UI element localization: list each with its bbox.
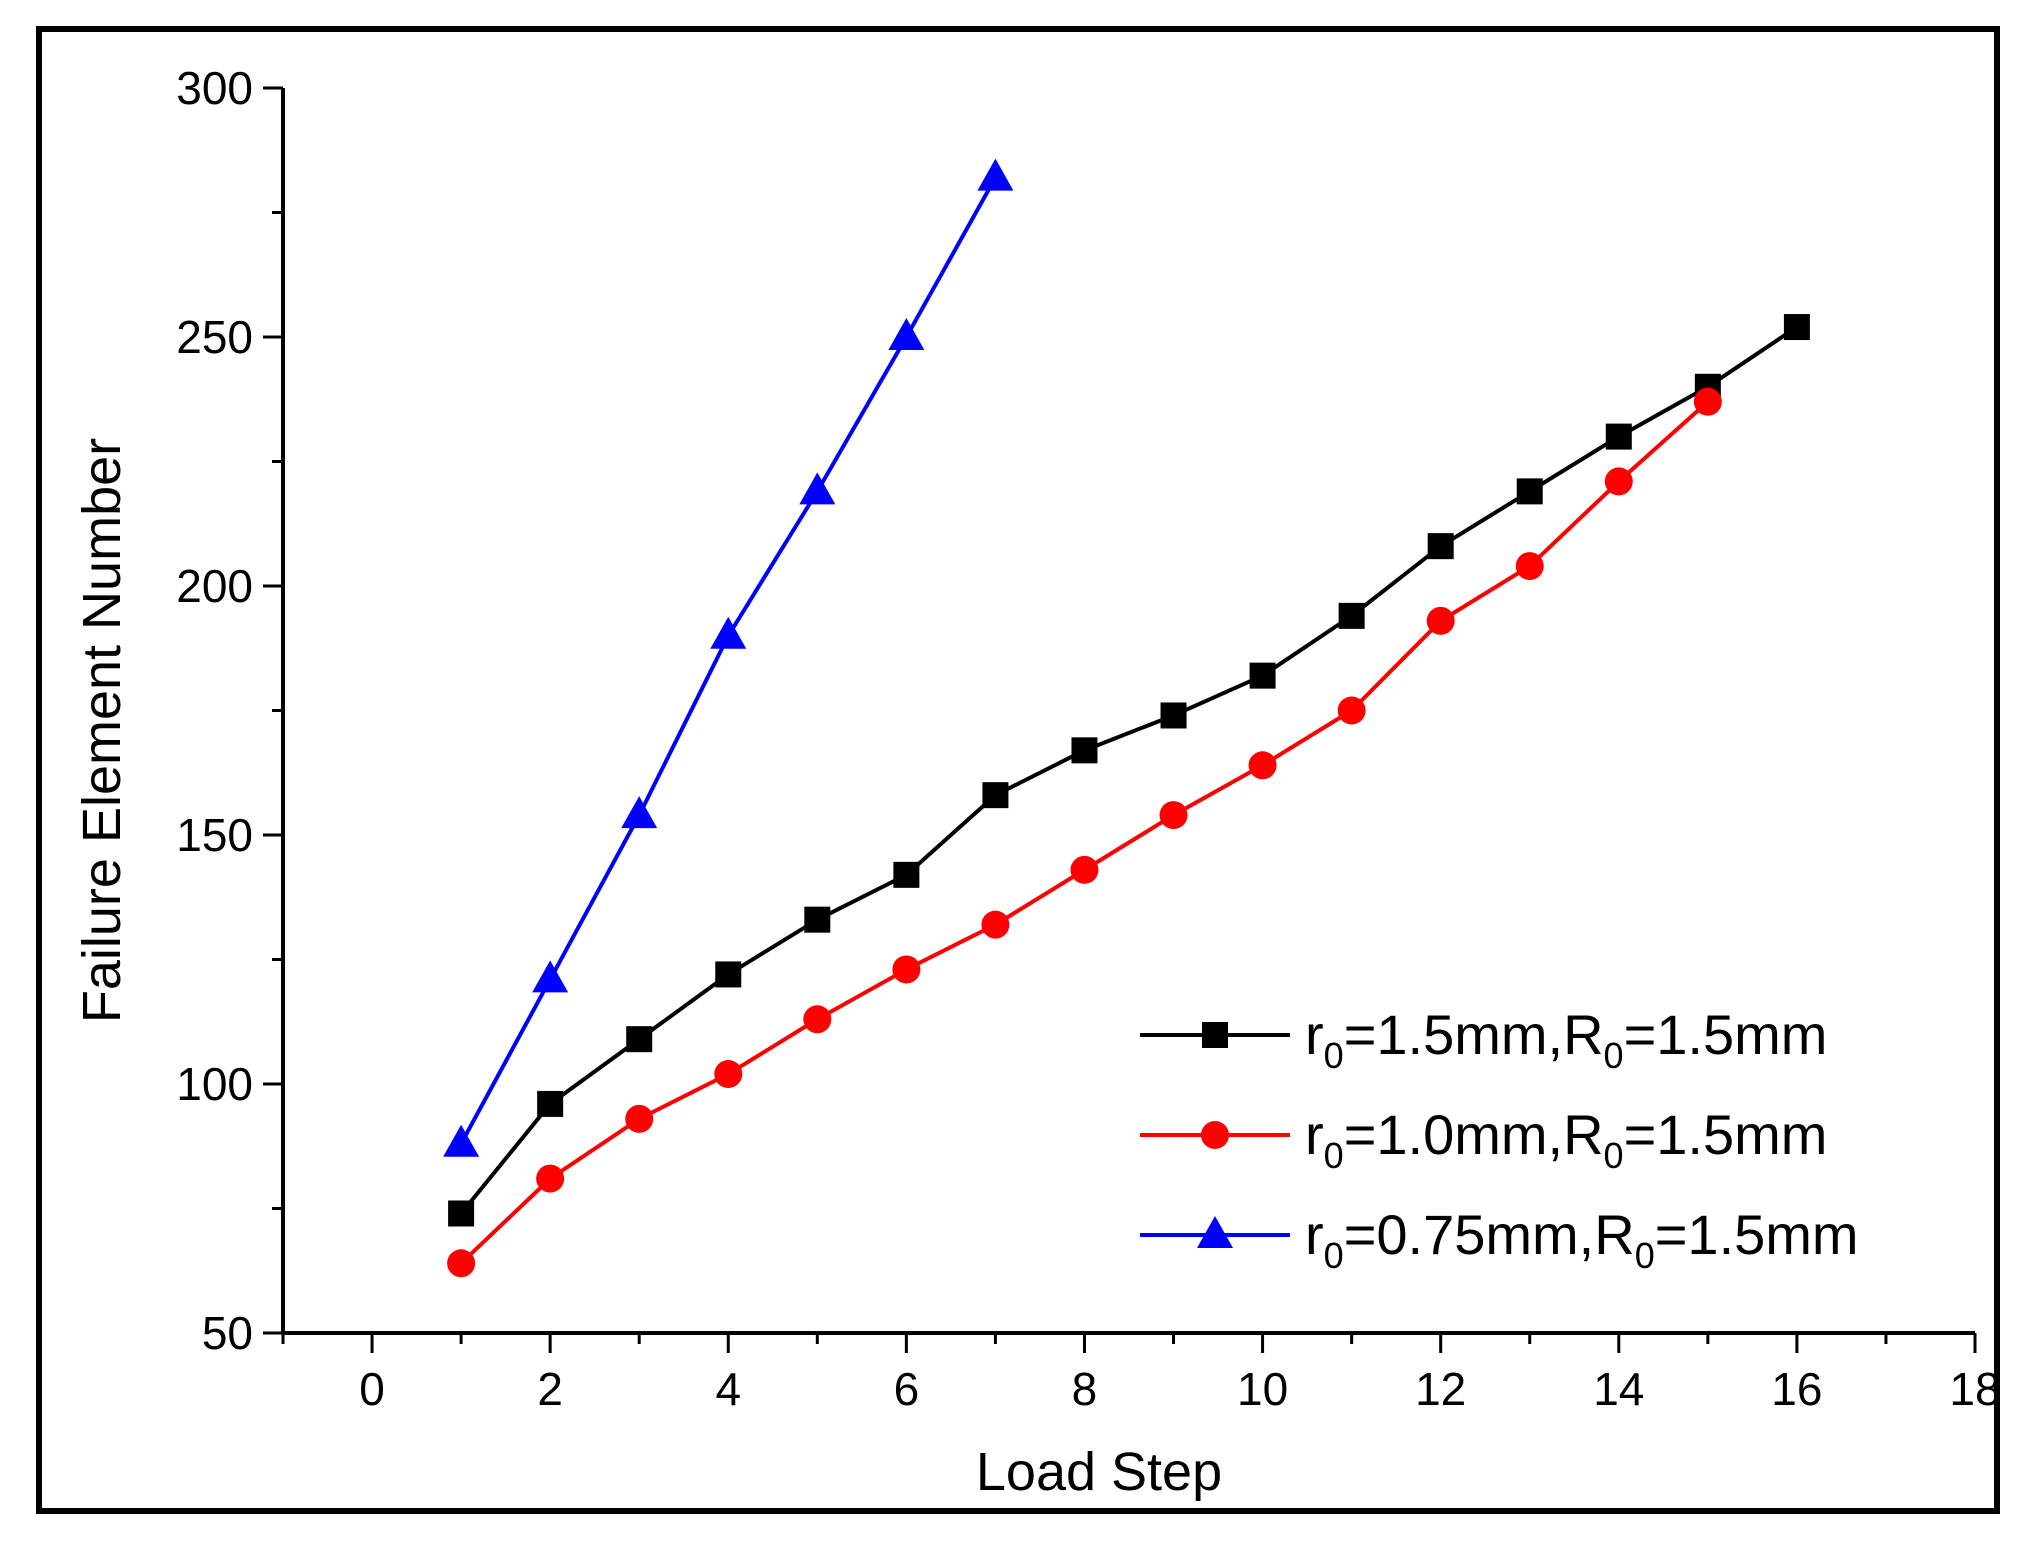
y-tick-label: 250 [176,311,253,363]
data-point [537,1090,564,1117]
data-point [536,1164,565,1193]
data-point [1071,737,1098,764]
y-tick-label: 100 [176,1058,253,1110]
y-tick-label: 50 [202,1307,253,1359]
x-tick-label: 4 [715,1363,741,1415]
legend-marker [1197,1216,1233,1248]
data-point [715,961,742,988]
data-point [714,1060,743,1089]
data-point [621,796,658,829]
data-point [447,1249,476,1278]
data-point [892,955,921,984]
series-line [459,325,1799,1215]
x-tick-label: 10 [1237,1363,1288,1415]
legend-marker [1201,1121,1229,1149]
data-point [1693,387,1722,416]
data-point [626,1026,653,1053]
data-point [1515,552,1544,581]
chart-frame [36,26,2000,1514]
data-point [888,318,925,350]
data-point [710,616,747,649]
data-point [803,1005,832,1034]
data-point [1159,801,1188,830]
legend-marker [1202,1022,1228,1048]
data-point [1604,467,1633,496]
data-point [1249,662,1276,689]
x-tick-label: 14 [1593,1363,1644,1415]
legend-item: r0=1.0mm,R0=1.5mm [1140,1103,1827,1176]
legend: r0=1.5mm,R0=1.5mm r0=1.0mm,R0=1.5mm r0=0.7… [1140,1003,1859,1276]
x-axis-title: Load Step [976,1442,1222,1502]
data-point [981,910,1010,939]
x-tick-label: 16 [1771,1363,1822,1415]
legend-item: r0=0.75mm,R0=1.5mm [1140,1203,1859,1276]
x-tick-label: 0 [359,1363,385,1415]
data-point [1783,314,1810,341]
x-tick-label: 6 [894,1363,920,1415]
data-point [1426,606,1455,635]
data-point [1516,478,1543,505]
x-tick-label: 12 [1415,1363,1466,1415]
data-point [799,472,836,505]
y-tick-label: 300 [176,62,253,114]
legend-label: r0=1.0mm,R0=1.5mm [1305,1103,1827,1176]
series-line [459,176,998,1145]
data-point [1427,533,1454,560]
series-square [459,325,1799,1215]
data-point [1337,696,1366,725]
y-axis-title: Failure Element Number [72,438,132,1023]
x-tick-label: 2 [537,1363,563,1415]
data-point [982,782,1009,809]
data-point [977,158,1014,191]
data-point [1248,751,1277,780]
x-tick-label: 18 [1949,1363,2000,1415]
x-tick-label: 8 [1072,1363,1098,1415]
legend-item: r0=1.5mm,R0=1.5mm [1140,1003,1827,1076]
data-point [1160,702,1187,729]
y-tick-label: 200 [176,560,253,612]
data-point [448,1200,475,1227]
y-tick-label: 150 [176,809,253,861]
data-point [893,861,920,888]
data-point [532,960,569,993]
legend-label: r0=1.5mm,R0=1.5mm [1305,1003,1827,1076]
legend-label: r0=0.75mm,R0=1.5mm [1305,1203,1859,1276]
data-point [1605,423,1632,450]
data-point [804,906,831,933]
series-triangle [459,176,998,1145]
data-point [1070,855,1099,884]
data-point [625,1104,654,1133]
data-point [443,1124,480,1157]
data-point [1338,602,1365,629]
